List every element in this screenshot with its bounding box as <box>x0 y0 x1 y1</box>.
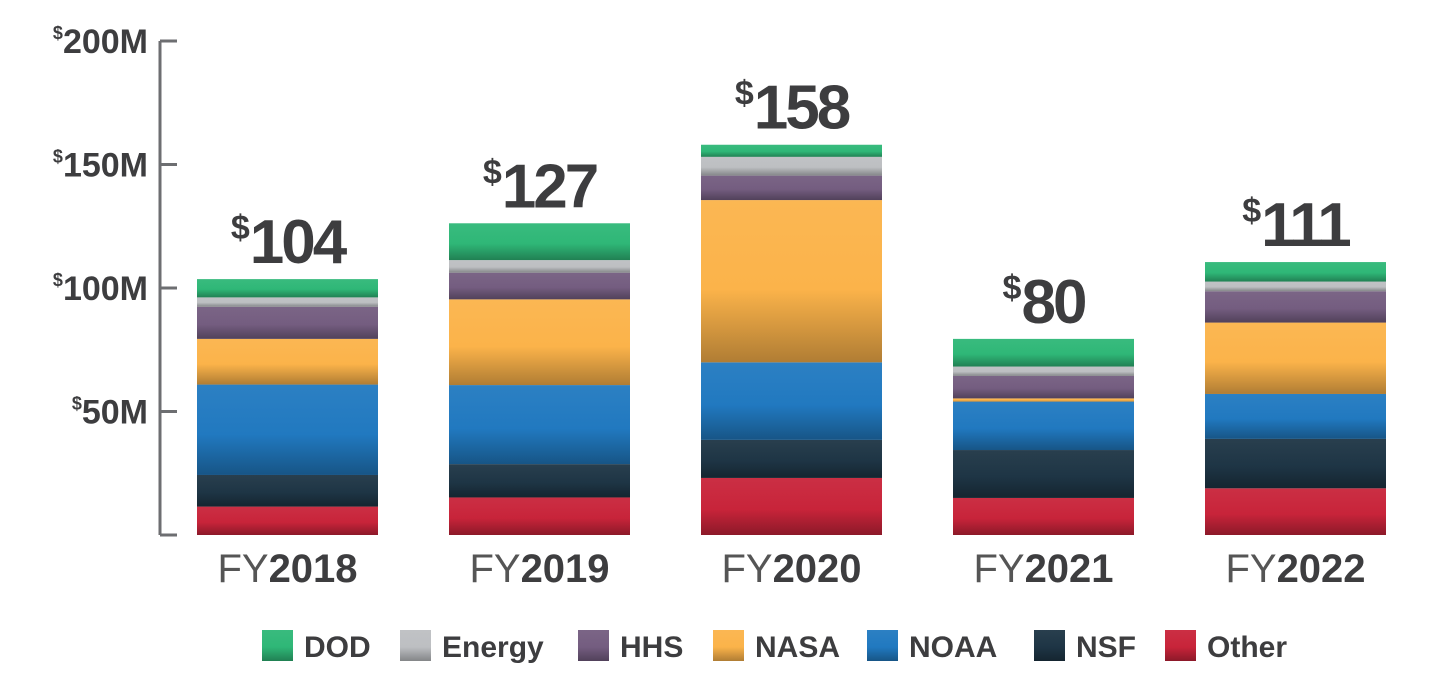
legend-swatch <box>713 630 744 661</box>
total-label: $80 <box>1003 268 1085 337</box>
bar-segment-noaa <box>1205 393 1386 439</box>
bar-segment-energy <box>1205 281 1386 292</box>
legend-swatch <box>867 630 898 661</box>
legend-swatch <box>400 630 431 661</box>
bar-segment-dod <box>1205 262 1386 282</box>
x-tick-label: FY2020 <box>721 547 861 591</box>
bar-stack-fy2018: $104 FY2018 <box>197 208 378 591</box>
legend-swatch <box>262 630 293 661</box>
bar-segment-hhs <box>197 306 378 339</box>
y-tick-label: $150M <box>53 147 148 185</box>
bar-segment-energy <box>701 156 882 176</box>
legend-item-hhs: HHS <box>578 630 683 664</box>
legend-label: Other <box>1207 631 1287 664</box>
bar-segment-nsf <box>1205 438 1386 489</box>
bar-segment-energy <box>449 260 630 273</box>
total-label: $111 <box>1242 191 1350 260</box>
x-tick-label: FY2022 <box>1225 547 1365 591</box>
bar-segment-energy <box>197 297 378 307</box>
bar-segment-hhs <box>701 175 882 201</box>
bar-segment-other <box>197 506 378 535</box>
bar-segment-hhs <box>1205 291 1386 323</box>
legend: DOD Energy HHS NASA NOAA NSF Other <box>262 630 1287 664</box>
x-tick-label: FY2018 <box>217 547 357 591</box>
bar-segment-other <box>701 477 882 535</box>
y-axis: $200M $150M $100M $50M <box>53 23 177 537</box>
legend-item-noaa: NOAA <box>867 630 997 664</box>
legend-label: NOAA <box>909 631 997 664</box>
bar-segment-energy <box>953 366 1134 376</box>
y-tick-label: $50M <box>72 394 148 432</box>
bar-segment-noaa <box>197 384 378 475</box>
bar-segment-other <box>953 497 1134 535</box>
bar-segment-hhs <box>953 375 1134 399</box>
x-tick-label: FY2021 <box>973 547 1113 591</box>
bar-stack-fy2020: $158 FY2020 <box>701 74 882 591</box>
bar-segment-dod <box>701 144 882 157</box>
bar-segment-nasa <box>953 398 1134 402</box>
bar-segment-noaa <box>701 362 882 440</box>
total-label: $104 <box>231 208 348 277</box>
legend-item-energy: Energy <box>400 630 544 664</box>
legend-item-other: Other <box>1165 630 1287 664</box>
bar-segment-noaa <box>953 401 1134 451</box>
bar-segment-nsf <box>449 464 630 498</box>
legend-label: Energy <box>442 631 544 664</box>
legend-label: DOD <box>304 631 371 664</box>
legend-item-dod: DOD <box>262 630 371 664</box>
bar-segment-noaa <box>449 385 630 465</box>
bar-stack-fy2022: $111 FY2022 <box>1205 191 1386 591</box>
bar-segment-nasa <box>1205 322 1386 394</box>
bar-segment-nsf <box>953 450 1134 498</box>
bar-segment-dod <box>197 279 378 298</box>
bar-segment-nasa <box>197 338 378 385</box>
bar-segment-nasa <box>449 299 630 386</box>
bar-segment-dod <box>953 338 1134 367</box>
bar-segment-nsf <box>197 474 378 507</box>
legend-item-nsf: NSF <box>1034 630 1136 664</box>
legend-label: HHS <box>620 631 683 664</box>
bar-stack-fy2019: $127 FY2019 <box>449 152 630 591</box>
y-tick-label: $100M <box>53 270 148 308</box>
legend-label: NASA <box>755 631 840 664</box>
total-label: $158 <box>735 74 850 143</box>
bar-segment-dod <box>449 223 630 261</box>
total-label: $127 <box>483 152 597 221</box>
bars: $104FY2018$127FY2019$158FY2020$80FY2021$… <box>197 74 1386 591</box>
legend-item-nasa: NASA <box>713 630 840 664</box>
legend-label: NSF <box>1076 631 1136 664</box>
legend-swatch <box>1034 630 1065 661</box>
bar-segment-hhs <box>449 272 630 300</box>
x-tick-label: FY2019 <box>469 547 609 591</box>
bar-segment-nsf <box>701 439 882 478</box>
bar-stack-fy2021: $80 FY2021 <box>953 268 1134 591</box>
legend-swatch <box>1165 630 1196 661</box>
bar-segment-other <box>1205 488 1386 535</box>
bar-segment-other <box>449 497 630 535</box>
legend-swatch <box>578 630 609 661</box>
y-tick-label: $200M <box>53 23 148 61</box>
bar-segment-nasa <box>701 200 882 363</box>
